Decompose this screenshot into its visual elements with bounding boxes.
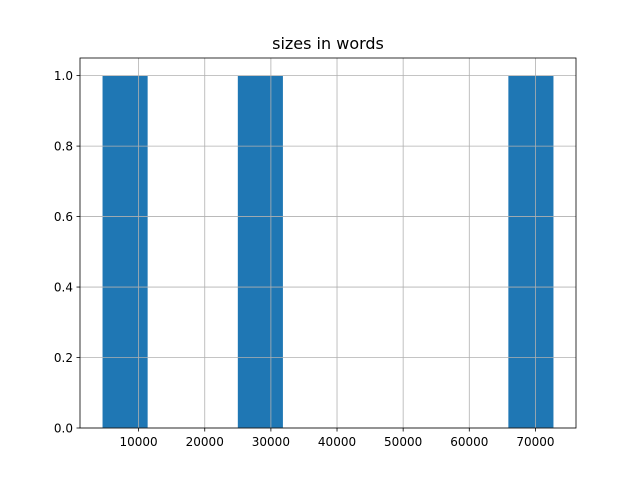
x-tick-label: 20000 [186, 435, 224, 449]
y-tick-label: 0.0 [54, 422, 73, 436]
y-tick-label: 0.8 [54, 140, 73, 154]
x-tick-label: 60000 [450, 435, 488, 449]
x-tick-label: 50000 [384, 435, 422, 449]
histogram-bar [237, 75, 283, 428]
x-tick-label: 10000 [120, 435, 158, 449]
axes-frame [79, 57, 577, 429]
x-tick-label: 40000 [318, 435, 356, 449]
y-tick-label: 1.0 [54, 69, 73, 83]
x-tick-label: 30000 [252, 435, 290, 449]
y-tick-label: 0.2 [54, 351, 73, 365]
histogram-bar [508, 75, 554, 428]
grid-overlay [80, 58, 576, 429]
x-tick-label: 70000 [516, 435, 554, 449]
histogram-bar [102, 75, 148, 428]
y-tick-label: 0.6 [54, 210, 73, 224]
y-axis: 0.0 0.2 0.4 0.6 0.8 1.0 [54, 69, 80, 436]
y-tick-label: 0.4 [54, 281, 73, 295]
x-axis: 10000 20000 30000 40000 50000 60000 70000 [120, 428, 555, 449]
bars [102, 75, 554, 428]
chart-title: sizes in words [272, 34, 384, 53]
